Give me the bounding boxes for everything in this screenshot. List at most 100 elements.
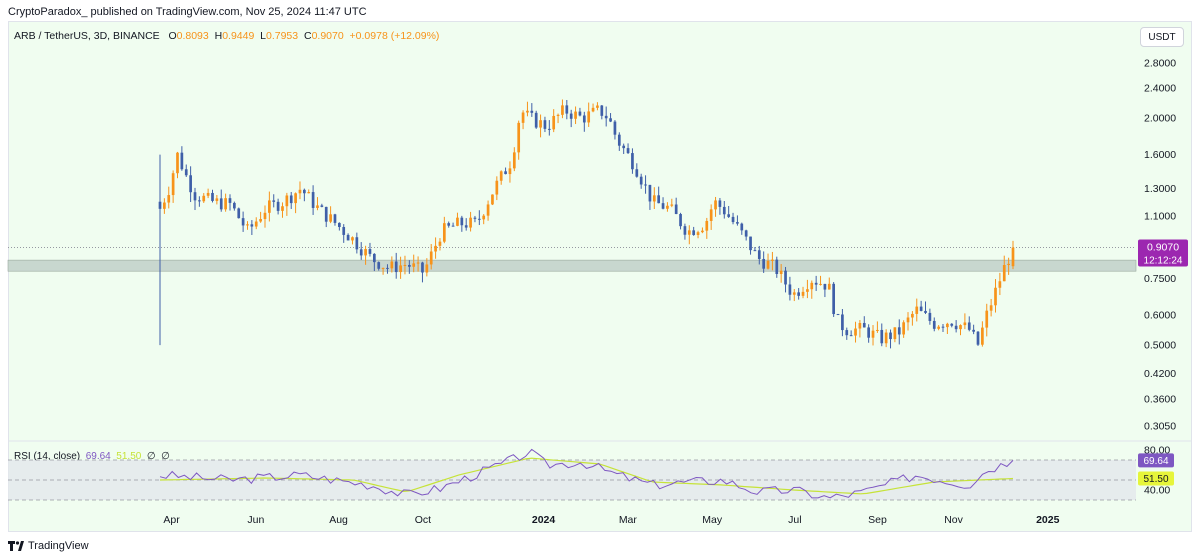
rsi-value: 69.64 bbox=[85, 451, 111, 462]
candle-body bbox=[679, 214, 682, 227]
candle-body bbox=[666, 205, 669, 209]
candle-body bbox=[198, 200, 201, 202]
candle-body bbox=[652, 195, 656, 202]
candle-body bbox=[635, 169, 639, 177]
candle-body bbox=[784, 270, 787, 285]
candle-body bbox=[307, 192, 311, 194]
candle-body bbox=[884, 332, 888, 344]
candle-body bbox=[967, 322, 971, 330]
candle-body bbox=[303, 189, 306, 194]
candle-body bbox=[670, 204, 674, 206]
candle-body bbox=[359, 249, 363, 256]
candle-body bbox=[184, 169, 188, 176]
x-tick-label: Jun bbox=[247, 514, 264, 526]
candle-body bbox=[294, 193, 297, 204]
candle-body bbox=[281, 206, 284, 211]
candle-body bbox=[757, 250, 761, 259]
candle-body bbox=[390, 261, 394, 269]
chart-frame bbox=[8, 21, 1192, 532]
candle-body bbox=[613, 121, 617, 135]
candle-body bbox=[237, 208, 241, 219]
price-tick-label: 0.3600 bbox=[1144, 393, 1176, 405]
candle-body bbox=[158, 201, 162, 209]
candle-body bbox=[552, 115, 556, 130]
candle-body bbox=[836, 314, 840, 316]
last-price-label: 0.9070 bbox=[1147, 242, 1179, 254]
candle-body bbox=[937, 326, 940, 329]
candle-body bbox=[687, 230, 691, 235]
candle-body bbox=[897, 327, 901, 335]
candle-body bbox=[451, 225, 455, 227]
candle-body bbox=[832, 283, 836, 315]
close-value: 0.9070 bbox=[311, 30, 344, 42]
candle-body bbox=[911, 313, 914, 318]
x-tick-label: May bbox=[702, 514, 723, 526]
footer-brand: TradingView bbox=[28, 540, 89, 552]
x-tick-label: Nov bbox=[944, 514, 963, 526]
candle-body bbox=[412, 263, 416, 267]
symbol-label: ARB / TetherUS, 3D, BINANCE bbox=[14, 30, 160, 42]
price-tick-label: 1.6000 bbox=[1144, 149, 1176, 161]
candle-body bbox=[272, 200, 276, 202]
price-tick-label: 0.7500 bbox=[1144, 273, 1176, 285]
currency-button[interactable]: USDT bbox=[1140, 27, 1184, 47]
candle-body bbox=[399, 265, 402, 273]
candle-body bbox=[504, 171, 507, 175]
candle-body bbox=[941, 326, 945, 328]
last-price-badge bbox=[1138, 239, 1188, 267]
candle-body bbox=[876, 329, 879, 331]
candle-body bbox=[368, 249, 372, 254]
candle-body bbox=[648, 184, 652, 202]
candle-body bbox=[976, 331, 980, 345]
candle-body bbox=[880, 329, 884, 344]
x-tick-label: 2024 bbox=[532, 514, 556, 526]
candle-body bbox=[797, 292, 801, 296]
candle-body bbox=[867, 327, 870, 338]
price-tick-label: 0.4200 bbox=[1144, 368, 1176, 380]
candle-body bbox=[722, 206, 726, 215]
candle-body bbox=[578, 111, 582, 116]
candle-body bbox=[285, 195, 289, 207]
candle-body bbox=[377, 262, 381, 269]
candle-body bbox=[556, 114, 560, 116]
price-tick-label: 2.4000 bbox=[1144, 83, 1176, 95]
candle-body bbox=[298, 189, 302, 194]
candle-body bbox=[364, 249, 367, 256]
candle-body bbox=[263, 212, 267, 220]
candle-body bbox=[438, 241, 442, 246]
candle-body bbox=[250, 224, 254, 227]
candle-body bbox=[705, 220, 709, 231]
candle-body bbox=[915, 306, 919, 314]
candle-body bbox=[718, 200, 722, 207]
candle-body bbox=[1011, 247, 1015, 267]
candle-body bbox=[862, 322, 866, 328]
candle-body bbox=[547, 128, 551, 130]
rsi-ma-value: 51.50 bbox=[116, 451, 142, 462]
candle-body bbox=[683, 226, 687, 235]
candle-body bbox=[736, 222, 739, 224]
candle-body bbox=[512, 152, 516, 169]
rsi-line bbox=[159, 448, 1014, 499]
candle-body bbox=[622, 145, 626, 149]
candle-body bbox=[617, 134, 621, 146]
candle-body bbox=[473, 217, 477, 219]
candle-body bbox=[434, 245, 437, 252]
candle-body bbox=[587, 111, 591, 123]
candle-body bbox=[823, 283, 827, 290]
publish-line: CryptoParadox_ published on TradingView.… bbox=[8, 6, 367, 18]
candle-body bbox=[889, 332, 892, 340]
candle-body bbox=[696, 232, 700, 236]
candle-body bbox=[771, 259, 774, 261]
candle-body bbox=[189, 175, 192, 193]
open-label: O bbox=[168, 30, 177, 42]
rsi-ma-badge bbox=[1138, 471, 1174, 486]
candle-body bbox=[819, 283, 822, 285]
candle-body bbox=[429, 251, 433, 265]
candle-body bbox=[333, 214, 337, 223]
candle-body bbox=[176, 152, 179, 174]
candle-body bbox=[320, 205, 324, 207]
candle-body bbox=[893, 327, 897, 340]
x-tick-label: 2025 bbox=[1036, 514, 1060, 526]
price-tick-label: 0.6000 bbox=[1144, 310, 1176, 322]
candle-body bbox=[779, 270, 783, 275]
